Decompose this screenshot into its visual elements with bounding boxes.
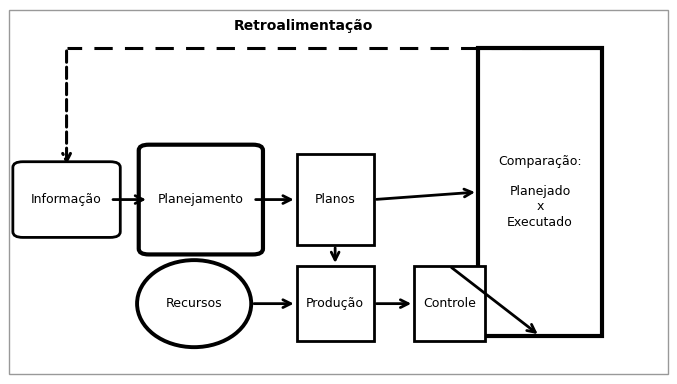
Text: Informação: Informação <box>31 193 102 206</box>
Text: Planos: Planos <box>315 193 355 206</box>
Bar <box>297 154 374 245</box>
Text: Planejamento: Planejamento <box>158 193 244 206</box>
Text: Retroalimentação: Retroalimentação <box>234 19 373 33</box>
FancyBboxPatch shape <box>139 145 263 255</box>
Text: Comparação:

Planejado
x
Executado: Comparação: Planejado x Executado <box>498 156 582 228</box>
Text: Recursos: Recursos <box>166 297 223 310</box>
Bar <box>478 48 602 336</box>
Bar <box>297 266 374 341</box>
Ellipse shape <box>137 260 251 347</box>
FancyBboxPatch shape <box>13 162 121 237</box>
Text: Controle: Controle <box>423 297 476 310</box>
Text: Produção: Produção <box>306 297 364 310</box>
Bar <box>414 266 485 341</box>
